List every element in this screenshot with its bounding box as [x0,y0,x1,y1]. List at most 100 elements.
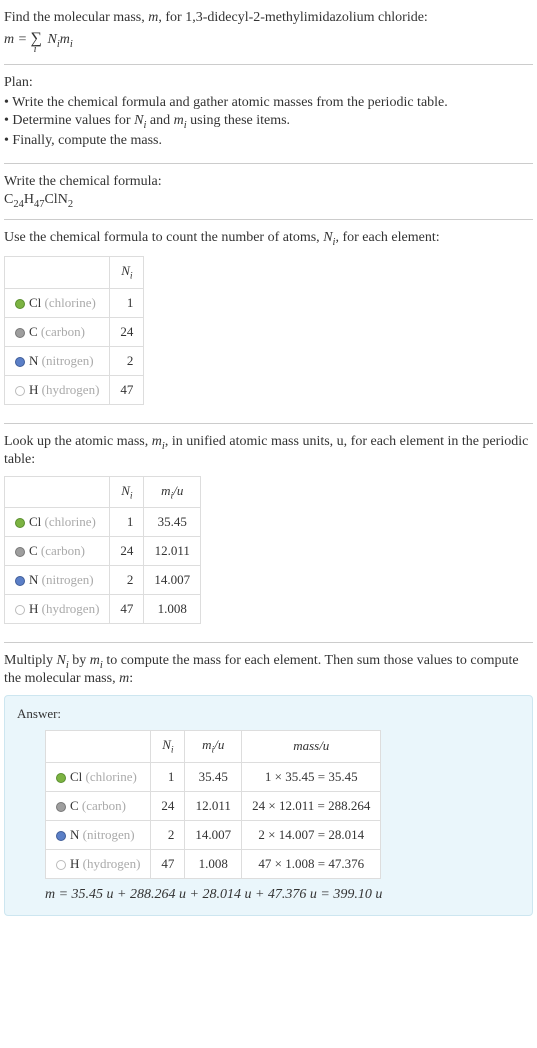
mass-cell: 2 × 14.007 = 28.014 [242,820,381,849]
element-symbol: C [29,324,38,339]
th-mass: mass/u [242,730,381,762]
plan-item: Write the chemical formula and gather at… [4,95,533,111]
t: Multiply [4,653,57,668]
th-blank [46,730,151,762]
t: Use the chemical formula to count the nu… [4,230,323,245]
element-name: (carbon) [41,324,85,339]
element-name: (carbon) [41,543,85,558]
table-row: C (carbon) 24 [5,317,144,346]
table-row: N (nitrogen)2 [5,346,144,375]
element-cell: H (hydrogen) [5,595,110,624]
mi-cell: 14.007 [144,566,201,595]
step-multiply: Multiply Ni by mi to compute the mass fo… [4,647,533,929]
step1-title: Write the chemical formula: [4,174,533,190]
cf-sub: 24 [13,198,24,209]
h: /u [214,737,224,752]
plan-title: Plan: [4,75,533,91]
step2-title: Use the chemical formula to count the nu… [4,230,533,248]
element-dot [15,299,25,309]
divider [4,642,533,643]
ni-cell: 2 [151,820,185,849]
h: N [162,737,171,752]
element-cell: N (nitrogen) [5,566,110,595]
step3-title: Look up the atomic mass, mi, in unified … [4,434,533,468]
element-symbol: Cl [70,769,82,784]
formula-m: m [60,32,70,47]
intro-m: m [148,10,158,25]
element-name: (nitrogen) [83,827,135,842]
table-row: H (hydrogen)471.008 [5,595,201,624]
intro-text: Find the molecular mass, [4,10,148,25]
mass-cell: 24 × 12.011 = 288.264 [242,791,381,820]
intro-text2: , for 1,3-didecyl-2-methylimidazolium ch… [158,10,427,25]
h: m [202,737,211,752]
cf-part: C [4,192,13,207]
mass-cell: 1 × 35.45 = 35.45 [242,762,381,791]
element-cell: Cl (chlorine) [46,762,151,791]
element-symbol: N [29,572,38,587]
element-cell: H (hydrogen) [46,849,151,878]
element-name: (hydrogen) [83,856,141,871]
ni-cell: 1 [151,762,185,791]
step-count-atoms: Use the chemical formula to count the nu… [4,224,533,418]
element-dot [15,547,25,557]
th-mi: mi/u [144,476,201,508]
mi-cell: 14.007 [185,820,242,849]
ni-cell: 24 [110,317,144,346]
element-cell: N (nitrogen) [5,346,110,375]
element-name: (chlorine) [86,769,137,784]
divider [4,219,533,220]
element-cell: Cl (chlorine) [5,508,110,537]
table-row: H (hydrogen)47 [5,375,144,404]
ni-cell: 24 [151,791,185,820]
table-row: H (hydrogen)471.00847 × 1.008 = 47.376 [46,849,381,878]
th-ni: Ni [110,476,144,508]
element-dot [15,328,25,338]
divider [4,423,533,424]
ni-cell: 47 [110,595,144,624]
element-name: (chlorine) [45,514,96,529]
plan: Plan: Write the chemical formula and gat… [4,69,533,159]
element-symbol: C [70,798,79,813]
table-row: N (nitrogen)214.007 [5,566,201,595]
element-dot [15,386,25,396]
element-cell: H (hydrogen) [5,375,110,404]
mi-cell: 35.45 [185,762,242,791]
ni-cell: 47 [151,849,185,878]
ni-cell: 47 [110,375,144,404]
table-row: C (carbon)2412.011 [5,537,201,566]
ni-cell: 1 [110,288,144,317]
cf-sub: 47 [34,198,45,209]
t: m [90,653,100,668]
t: , for each element: [335,230,439,245]
element-dot [56,860,66,870]
element-dot [15,605,25,615]
sum-index: i [34,44,37,55]
ni-cell: 2 [110,566,144,595]
mass-cell: 47 × 1.008 = 47.376 [242,849,381,878]
cf-sub: 2 [68,198,73,209]
ni-cell: 1 [110,508,144,537]
element-symbol: H [29,382,38,397]
h: /u [173,483,183,498]
th-mi: mi/u [185,730,242,762]
plan-item: Determine values for Ni and mi using the… [4,113,533,131]
table-header: Ni [5,257,144,289]
formula-m-sub: i [70,39,73,50]
formula-lhs: m = [4,32,31,47]
table-row: Cl (chlorine)135.451 × 35.45 = 35.45 [46,762,381,791]
step-atomic-mass: Look up the atomic mass, mi, in unified … [4,428,533,638]
atomic-mass-table: Ni mi/u Cl (chlorine)135.45C (carbon)241… [4,476,201,625]
cf-part: H [24,192,34,207]
element-dot [56,802,66,812]
t: N [323,230,332,245]
h: i [171,745,174,756]
table-header: Ni mi/u [5,476,201,508]
table-row: N (nitrogen)214.0072 × 14.007 = 28.014 [46,820,381,849]
mi-cell: 35.45 [144,508,201,537]
t: N [57,653,66,668]
plan-item: Finally, compute the mass. [4,133,533,149]
answer-table: Ni mi/u mass/u Cl (chlorine)135.451 × 35… [45,730,381,879]
element-name: (carbon) [82,798,126,813]
table-row: C (carbon)2412.01124 × 12.011 = 288.264 [46,791,381,820]
